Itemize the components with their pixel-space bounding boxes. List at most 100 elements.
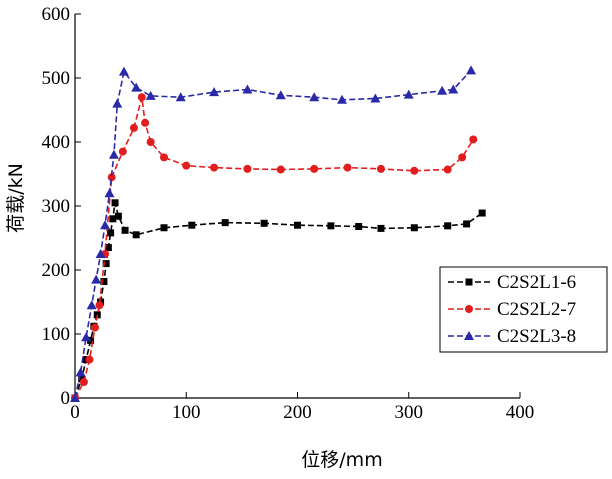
data-point bbox=[132, 231, 140, 239]
data-point bbox=[443, 165, 452, 174]
data-point bbox=[145, 90, 156, 100]
data-point bbox=[209, 87, 220, 97]
y-tick-label: 100 bbox=[42, 324, 71, 345]
series-line bbox=[74, 69, 472, 399]
data-point bbox=[458, 153, 467, 162]
data-point bbox=[75, 367, 86, 377]
data-point bbox=[100, 278, 108, 286]
data-point bbox=[104, 244, 112, 252]
series-line bbox=[74, 202, 483, 399]
data-point bbox=[141, 118, 150, 127]
data-point bbox=[160, 224, 168, 232]
data-point bbox=[437, 85, 448, 95]
data-point bbox=[91, 274, 102, 284]
data-point bbox=[137, 93, 146, 102]
legend-marker bbox=[465, 305, 473, 313]
x-tick-label: 300 bbox=[395, 402, 424, 423]
data-point bbox=[85, 355, 94, 364]
data-point bbox=[221, 219, 229, 227]
legend-entry: C2S2L2-7 bbox=[448, 299, 576, 320]
data-point bbox=[111, 199, 119, 207]
data-point bbox=[112, 98, 123, 108]
series-C2S2L3-8 bbox=[70, 65, 477, 402]
data-point bbox=[310, 164, 319, 173]
legend-marker bbox=[465, 278, 473, 286]
data-point bbox=[410, 166, 419, 175]
data-point bbox=[70, 393, 80, 402]
data-point bbox=[466, 65, 477, 75]
y-tick-label: 300 bbox=[42, 196, 71, 217]
legend-entry: C2S2L3-8 bbox=[448, 326, 576, 347]
x-tick-label: 400 bbox=[506, 402, 535, 423]
data-point bbox=[129, 123, 138, 132]
y-tick-label: 200 bbox=[42, 260, 71, 281]
data-point bbox=[114, 212, 122, 220]
x-tick-label: 100 bbox=[172, 402, 201, 423]
data-point bbox=[355, 222, 363, 230]
data-point bbox=[102, 260, 110, 268]
data-point bbox=[327, 222, 335, 230]
axis-labels: 位移/mm 荷载/kN bbox=[5, 163, 383, 471]
data-point bbox=[370, 93, 381, 103]
data-point bbox=[104, 188, 115, 198]
legend-marker bbox=[464, 331, 474, 340]
legend-entry: C2S2L1-6 bbox=[448, 272, 576, 293]
data-point bbox=[182, 161, 191, 170]
data-point bbox=[109, 215, 117, 223]
x-tick-label: 0 bbox=[70, 402, 80, 423]
data-point bbox=[160, 153, 168, 162]
data-point bbox=[376, 164, 385, 173]
x-tick-label: 200 bbox=[283, 402, 312, 423]
data-point bbox=[276, 165, 285, 174]
data-point bbox=[95, 301, 104, 310]
data-point bbox=[118, 66, 129, 76]
series-C2S2L2-7 bbox=[71, 93, 478, 402]
data-point bbox=[444, 222, 452, 230]
data-point bbox=[91, 323, 100, 332]
data-point bbox=[243, 164, 252, 173]
data-point bbox=[294, 221, 301, 229]
data-point bbox=[79, 378, 88, 386]
data-point bbox=[309, 92, 320, 102]
y-tick-label: 600 bbox=[42, 4, 71, 25]
data-point bbox=[448, 84, 459, 94]
data-point bbox=[478, 209, 486, 217]
data-point bbox=[107, 229, 115, 237]
data-point bbox=[121, 226, 129, 234]
data-point bbox=[469, 135, 478, 144]
y-tick-label: 0 bbox=[61, 388, 71, 409]
x-axis-title: 位移/mm bbox=[301, 449, 382, 471]
data-point bbox=[108, 149, 119, 159]
data-point bbox=[100, 220, 111, 230]
data-point bbox=[410, 224, 418, 232]
legend-label: C2S2L1-6 bbox=[497, 272, 576, 293]
y-tick-label: 400 bbox=[42, 132, 71, 153]
data-point bbox=[81, 332, 92, 342]
data-point bbox=[86, 300, 97, 310]
data-point bbox=[175, 92, 186, 102]
data-point bbox=[403, 89, 414, 99]
plot-area bbox=[70, 65, 486, 402]
data-point bbox=[377, 224, 385, 232]
data-point bbox=[343, 163, 352, 172]
data-point bbox=[118, 147, 127, 156]
legend-label: C2S2L2-7 bbox=[497, 299, 576, 320]
data-point bbox=[95, 249, 106, 258]
legend-label: C2S2L3-8 bbox=[497, 326, 576, 347]
data-point bbox=[242, 84, 253, 94]
data-point bbox=[275, 90, 286, 100]
y-tick-label: 500 bbox=[42, 68, 71, 89]
data-point bbox=[146, 138, 155, 146]
data-point bbox=[337, 94, 347, 104]
data-point bbox=[188, 221, 196, 229]
data-point bbox=[210, 163, 219, 172]
data-point bbox=[463, 220, 471, 228]
series-line bbox=[74, 97, 474, 399]
data-point bbox=[107, 173, 116, 182]
legend: C2S2L1-6 C2S2L2-7 C2S2L3-8 bbox=[439, 266, 608, 353]
data-point bbox=[260, 219, 268, 227]
y-axis-title: 荷载/kN bbox=[5, 163, 27, 233]
series-C2S2L1-6 bbox=[71, 199, 486, 402]
data-point bbox=[131, 82, 142, 92]
